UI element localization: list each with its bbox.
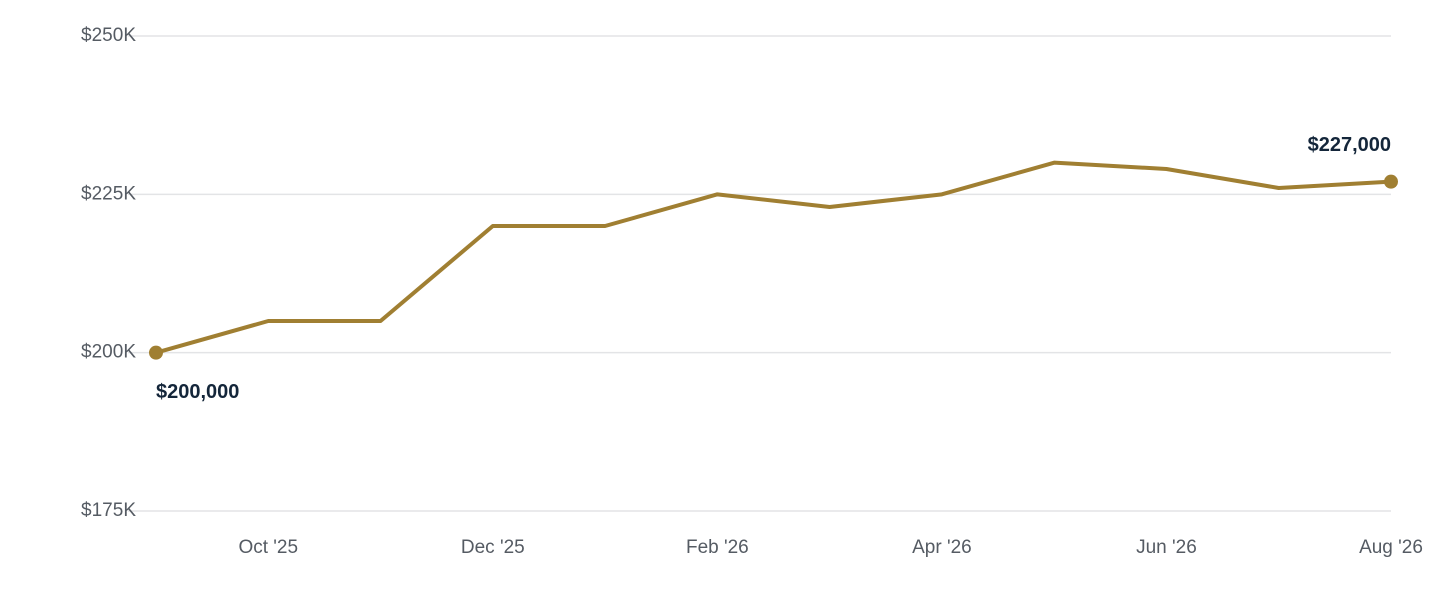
x-tick-label: Aug '26	[1359, 537, 1423, 558]
y-tick-label: $225K	[81, 183, 136, 204]
y-tick-label: $200K	[81, 342, 136, 363]
data-point	[1384, 174, 1398, 189]
data-line	[155, 160, 1392, 355]
x-tick-label: Jun '26	[1136, 537, 1197, 558]
x-tick-label: Oct '25	[238, 537, 298, 558]
x-tick-label: Apr '26	[912, 537, 972, 558]
data-label: $227,000	[1308, 134, 1391, 156]
data-label: $200,000	[156, 381, 239, 403]
y-tick-label: $175K	[81, 500, 136, 521]
x-tick-label: Dec '25	[461, 537, 525, 558]
data-point	[149, 345, 163, 360]
y-tick-label: $250K	[81, 25, 136, 46]
x-tick-label: Feb '26	[686, 537, 749, 558]
